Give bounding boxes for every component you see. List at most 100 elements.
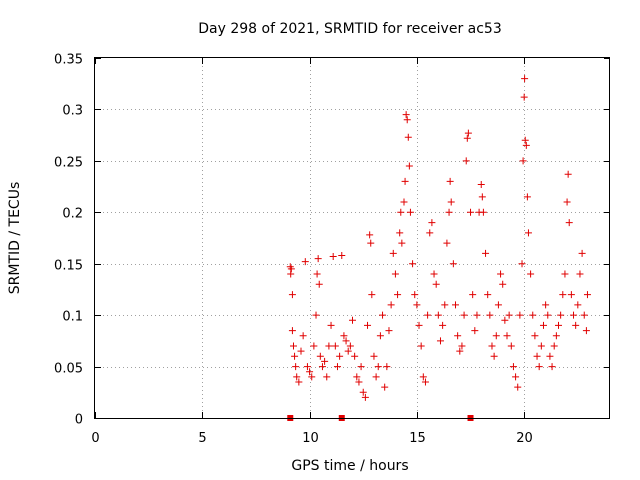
- y-tick-label: 0.35: [54, 53, 83, 68]
- data-point: [477, 181, 485, 189]
- data-point: [312, 311, 320, 319]
- data-point: [520, 93, 528, 101]
- data-point: [521, 75, 529, 83]
- data-point: [544, 311, 552, 319]
- data-points: [286, 75, 591, 401]
- grid: [95, 58, 610, 418]
- data-point: [291, 352, 299, 360]
- data-point: [323, 373, 331, 381]
- y-tick-label: 0.05: [54, 362, 83, 377]
- data-point: [391, 270, 399, 278]
- data-point: [400, 198, 408, 206]
- data-point: [405, 162, 413, 170]
- data-point: [367, 239, 375, 247]
- x-tick-label: 20: [516, 431, 533, 446]
- data-point: [572, 321, 580, 329]
- data-point: [293, 373, 301, 381]
- data-point: [409, 260, 417, 268]
- data-point: [333, 363, 341, 371]
- data-point: [548, 363, 556, 371]
- data-point: [516, 311, 524, 319]
- data-point: [565, 219, 573, 227]
- data-point: [524, 229, 532, 237]
- data-point: [413, 301, 421, 309]
- data-point: [404, 133, 412, 141]
- data-point: [292, 363, 300, 371]
- data-point: [499, 280, 507, 288]
- data-point: [570, 311, 578, 319]
- data-point: [539, 321, 547, 329]
- x-tick-label: 15: [409, 431, 426, 446]
- data-point: [479, 208, 487, 216]
- data-point: [379, 311, 387, 319]
- data-point: [458, 342, 466, 350]
- data-point: [336, 352, 344, 360]
- data-point: [355, 378, 363, 386]
- data-point: [419, 373, 427, 381]
- plot-frame: [94, 57, 610, 419]
- x-tick-label: 10: [302, 431, 319, 446]
- y-tick-label: 0.3: [62, 104, 83, 119]
- data-point: [563, 198, 571, 206]
- data-point: [396, 229, 404, 237]
- data-point: [389, 249, 397, 257]
- data-point: [421, 378, 429, 386]
- data-point: [368, 291, 376, 299]
- data-point: [342, 337, 350, 345]
- data-point: [313, 270, 321, 278]
- data-point: [306, 368, 314, 376]
- data-point: [402, 111, 410, 119]
- data-point: [478, 193, 486, 201]
- data-point: [537, 342, 545, 350]
- data-point: [443, 239, 451, 247]
- data-point: [445, 208, 453, 216]
- data-point: [366, 231, 374, 239]
- data-point: [522, 141, 530, 149]
- y-axis-title: SRMTID / TECUs: [7, 182, 23, 295]
- data-point: [434, 311, 442, 319]
- data-point: [346, 342, 354, 350]
- data-point: [398, 239, 406, 247]
- data-point: [403, 116, 411, 124]
- data-point: [299, 332, 307, 340]
- data-point: [449, 260, 457, 268]
- data-point: [509, 363, 517, 371]
- data-point: [397, 208, 405, 216]
- data-point: [471, 327, 479, 335]
- x-tick-label: 5: [198, 431, 206, 446]
- data-point: [469, 291, 477, 299]
- y-tick-label: 0.25: [54, 156, 83, 171]
- data-point: [564, 170, 572, 178]
- data-point: [490, 352, 498, 360]
- data-point: [321, 357, 329, 365]
- data-point: [533, 352, 541, 360]
- data-point: [582, 327, 590, 335]
- data-point: [441, 301, 449, 309]
- data-point: [401, 177, 409, 185]
- data-point: [497, 270, 505, 278]
- data-point: [484, 291, 492, 299]
- data-point: [512, 373, 520, 381]
- data-point: [430, 270, 438, 278]
- data-point: [314, 255, 322, 263]
- data-point: [521, 136, 529, 144]
- data-point: [447, 198, 455, 206]
- data-point: [315, 280, 323, 288]
- data-point: [338, 251, 346, 259]
- data-point: [523, 193, 531, 201]
- data-point: [462, 157, 470, 165]
- data-point: [488, 342, 496, 350]
- data-point: [288, 291, 296, 299]
- data-point: [557, 311, 565, 319]
- data-point: [555, 321, 562, 329]
- data-point: [552, 332, 560, 340]
- data-point: [288, 327, 296, 335]
- data-point: [344, 347, 352, 355]
- data-point: [374, 363, 382, 371]
- data-point: [301, 258, 309, 266]
- data-point: [411, 291, 419, 299]
- data-point: [456, 347, 464, 355]
- data-point: [370, 352, 378, 360]
- data-point: [580, 311, 588, 319]
